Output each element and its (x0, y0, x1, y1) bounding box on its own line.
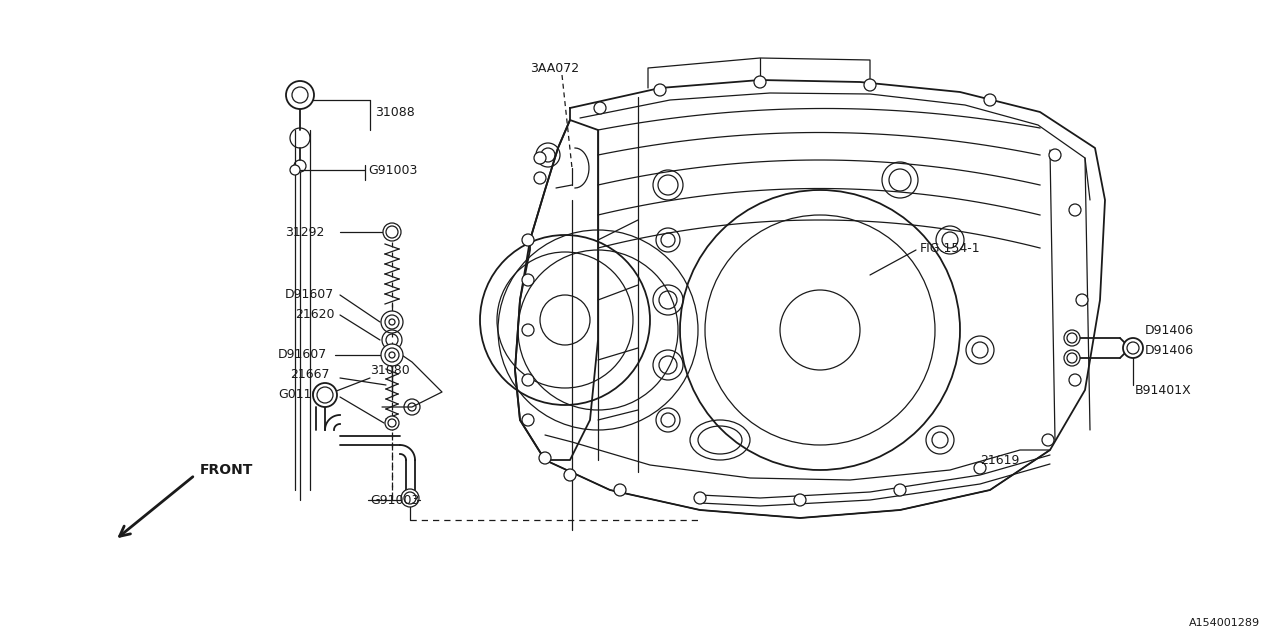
Circle shape (1064, 350, 1080, 366)
Circle shape (1064, 330, 1080, 346)
Circle shape (1069, 204, 1082, 216)
Circle shape (1069, 374, 1082, 386)
Circle shape (401, 489, 419, 507)
Circle shape (614, 484, 626, 496)
Text: 31088: 31088 (375, 106, 415, 118)
Circle shape (522, 234, 534, 246)
Circle shape (794, 494, 806, 506)
Circle shape (754, 76, 765, 88)
Circle shape (984, 94, 996, 106)
Text: D91406: D91406 (1146, 323, 1194, 337)
Text: 3AA072: 3AA072 (530, 61, 579, 74)
Text: FRONT: FRONT (200, 463, 253, 477)
Text: A154001289: A154001289 (1189, 618, 1260, 628)
Circle shape (694, 492, 707, 504)
Circle shape (1123, 338, 1143, 358)
Circle shape (539, 452, 550, 464)
Text: 31080: 31080 (370, 364, 410, 376)
Circle shape (381, 344, 403, 366)
Circle shape (534, 172, 547, 184)
Circle shape (385, 416, 399, 430)
Text: G91003: G91003 (370, 493, 420, 506)
Circle shape (522, 374, 534, 386)
Text: 31292: 31292 (285, 225, 324, 239)
Circle shape (285, 81, 314, 109)
Circle shape (893, 484, 906, 496)
Text: G01102: G01102 (278, 388, 328, 401)
Circle shape (1050, 149, 1061, 161)
Text: 21619: 21619 (980, 454, 1019, 467)
Text: 21620: 21620 (294, 308, 334, 321)
Text: D91607: D91607 (278, 349, 328, 362)
Text: FIG.154-1: FIG.154-1 (920, 241, 980, 255)
Circle shape (522, 324, 534, 336)
Circle shape (383, 223, 401, 241)
Circle shape (381, 311, 403, 333)
Text: D91406: D91406 (1146, 344, 1194, 356)
Text: D91607: D91607 (285, 289, 334, 301)
Circle shape (864, 79, 876, 91)
Circle shape (1076, 294, 1088, 306)
Circle shape (974, 462, 986, 474)
Text: B91401X: B91401X (1135, 383, 1192, 397)
Circle shape (522, 274, 534, 286)
Text: 21667: 21667 (291, 369, 329, 381)
Circle shape (522, 414, 534, 426)
Circle shape (291, 165, 300, 175)
Circle shape (314, 383, 337, 407)
Circle shape (564, 469, 576, 481)
Circle shape (594, 102, 605, 114)
Text: G91003: G91003 (369, 163, 417, 177)
Circle shape (654, 84, 666, 96)
Circle shape (1042, 434, 1053, 446)
Circle shape (534, 152, 547, 164)
